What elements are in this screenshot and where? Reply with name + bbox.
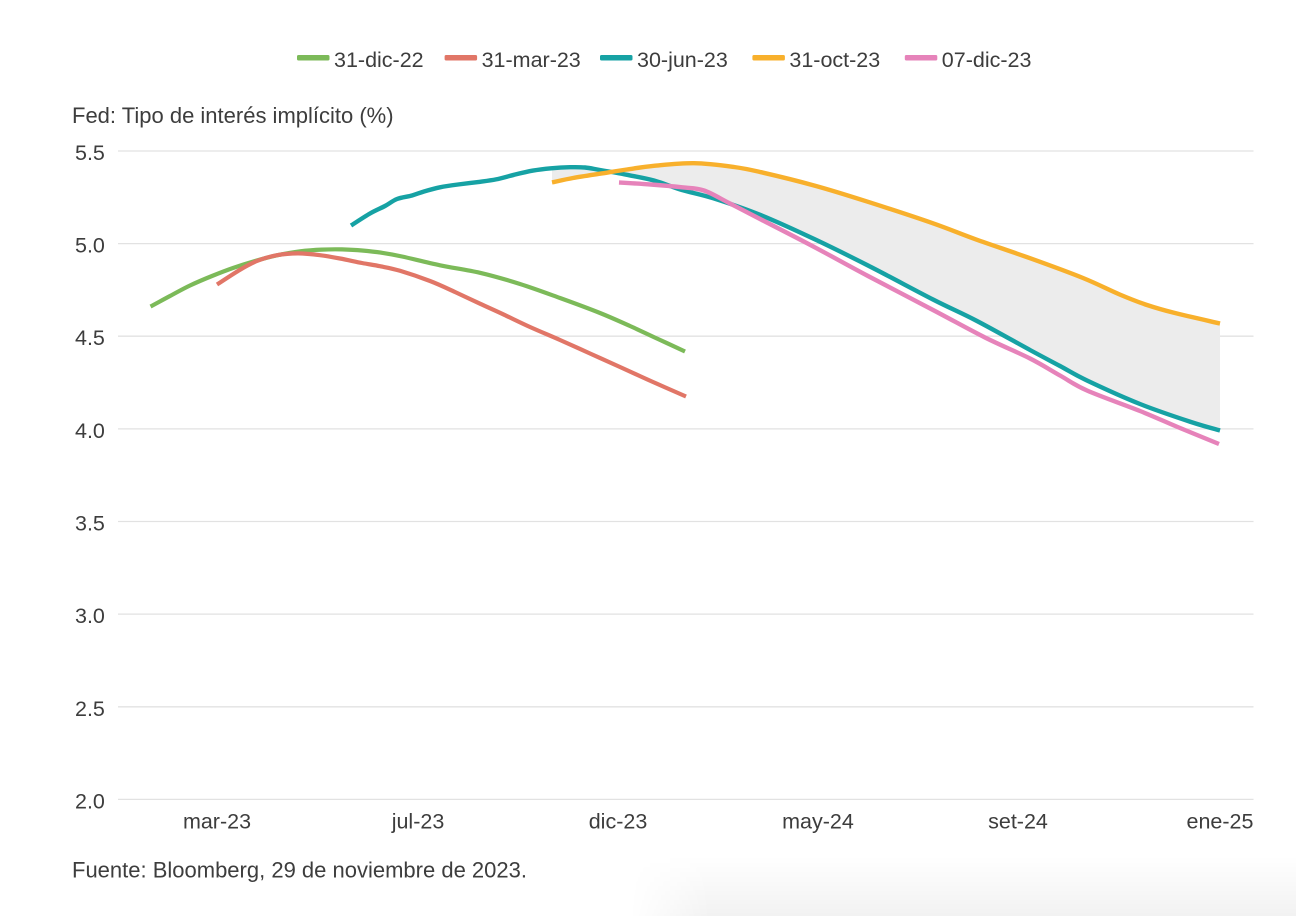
svg-text:2.5: 2.5 [75,697,105,721]
svg-text:may-24: may-24 [782,810,854,834]
svg-text:31-mar-23: 31-mar-23 [482,48,581,72]
svg-text:Fuente: Bloomberg, 29 de novie: Fuente: Bloomberg, 29 de noviembre de 20… [72,858,527,883]
svg-text:07-dic-23: 07-dic-23 [942,48,1032,72]
svg-text:31-oct-23: 31-oct-23 [789,48,880,72]
svg-text:3.0: 3.0 [75,604,105,628]
svg-text:2.0: 2.0 [75,789,105,813]
svg-text:Fed: Tipo de interés implícito: Fed: Tipo de interés implícito (%) [72,103,394,128]
svg-text:jul-23: jul-23 [391,810,445,834]
svg-text:3.5: 3.5 [75,512,105,536]
svg-text:5.5: 5.5 [75,141,105,165]
svg-text:set-24: set-24 [988,810,1048,834]
svg-text:5.0: 5.0 [75,234,105,258]
svg-text:dic-23: dic-23 [589,810,648,834]
svg-text:31-dic-22: 31-dic-22 [334,48,424,72]
svg-text:4.0: 4.0 [75,419,105,443]
svg-text:mar-23: mar-23 [183,810,251,834]
svg-text:30-jun-23: 30-jun-23 [637,48,728,72]
svg-text:4.5: 4.5 [75,326,105,350]
svg-text:ene-25: ene-25 [1187,810,1254,834]
